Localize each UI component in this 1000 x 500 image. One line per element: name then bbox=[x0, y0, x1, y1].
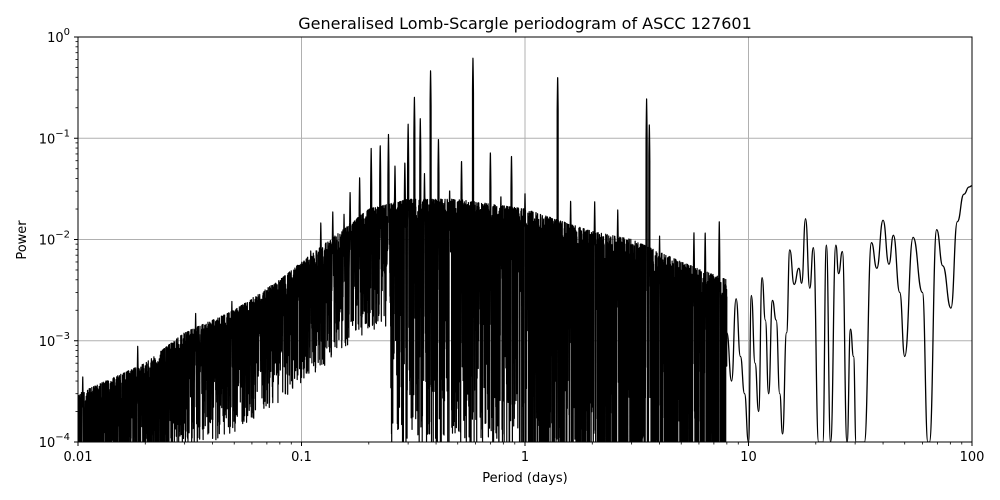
x-axis-label: Period (days) bbox=[482, 471, 568, 486]
periodogram-line-long-period bbox=[726, 185, 972, 442]
x-tick-label: 100 bbox=[960, 450, 985, 465]
y-axis-label: Power bbox=[15, 220, 30, 260]
x-tick-label: 0.01 bbox=[64, 450, 93, 465]
x-tick-label: 1 bbox=[521, 450, 529, 465]
periodogram-line bbox=[78, 57, 728, 442]
x-tick-label: 10 bbox=[740, 450, 757, 465]
chart-title: Generalised Lomb-Scargle periodogram of … bbox=[298, 14, 752, 33]
data-series bbox=[78, 57, 972, 442]
x-tick-label: 0.1 bbox=[291, 450, 312, 465]
x-axis-ticks: 0.01 0.1 1 10 100 bbox=[64, 442, 985, 465]
